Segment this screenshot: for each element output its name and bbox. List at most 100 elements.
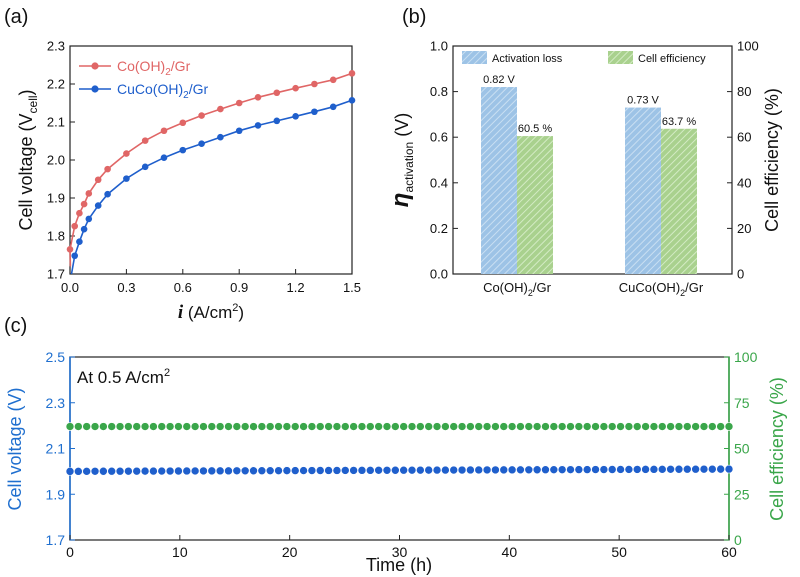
c-point-voltage [599, 465, 609, 474]
chart-b-legend: Activation loss Cell efficiency [462, 51, 706, 65]
c-point-voltage [307, 466, 317, 475]
a-point-s1 [94, 176, 102, 184]
chart-b-axes: 0.0 0.2 0.4 0.6 0.8 1.0 0 20 40 60 80 100 Co(OH)2/Gr… [430, 39, 759, 299]
c-point-efficiency [299, 422, 308, 431]
c-ytick-right-label: 25 [734, 486, 750, 502]
c-point-efficiency [115, 422, 125, 431]
c-point-voltage [657, 465, 667, 474]
c-point-voltage [224, 466, 233, 476]
c-ytick-left-label: 2.5 [46, 349, 66, 365]
c-point-efficiency [307, 422, 317, 431]
a-point-s2 [235, 127, 243, 135]
legend-a-series-1: Co(OH)2/Gr [117, 58, 191, 78]
b-bar-activation [625, 107, 661, 274]
c-point-voltage [474, 465, 484, 475]
c-point-voltage [574, 465, 584, 474]
c-point-voltage [149, 466, 158, 476]
a-ytick-label: 2.3 [47, 39, 65, 54]
a-point-s2 [80, 225, 88, 233]
c-point-efficiency [215, 422, 225, 431]
a-ytick-label: 1.9 [47, 191, 65, 206]
c-point-efficiency [282, 422, 292, 431]
c-xtick-label: 40 [502, 544, 518, 560]
b-ytick-left-label: 1.0 [430, 39, 448, 54]
chart-c-series [65, 422, 734, 476]
c-point-voltage [115, 466, 125, 476]
c-point-voltage [324, 466, 333, 475]
c-point-efficiency [482, 422, 492, 431]
c-point-voltage [290, 466, 300, 475]
c-point-voltage [199, 466, 208, 476]
c-point-efficiency [391, 422, 400, 431]
b-bar-value-label: 63.7 % [662, 116, 696, 128]
b-ytick-left-label: 0.2 [430, 221, 448, 236]
c-point-efficiency [82, 422, 91, 431]
b-bar-value-label: 60.5 % [518, 123, 552, 135]
c-point-voltage [232, 466, 242, 476]
c-point-voltage [691, 464, 700, 474]
a-point-s2 [104, 190, 111, 198]
chart-a-frame [69, 45, 353, 275]
a-point-s1 [160, 127, 168, 135]
c-point-voltage [416, 465, 425, 475]
a-point-s1 [273, 89, 281, 97]
b-category-label: CuCo(OH)2/Gr [619, 280, 704, 298]
c-point-voltage [641, 465, 650, 474]
legend-b-efficiency-label: Cell efficiency [638, 53, 706, 65]
c-point-efficiency [140, 422, 150, 431]
b-bar-efficiency [661, 128, 697, 274]
c-point-efficiency [549, 422, 559, 431]
c-point-efficiency [691, 422, 700, 431]
c-point-voltage [699, 464, 709, 474]
c-point-efficiency [232, 422, 242, 431]
c-point-voltage [257, 466, 267, 476]
c-xtick-label: 20 [282, 544, 298, 560]
c-point-voltage [182, 466, 192, 476]
c-point-efficiency [666, 422, 675, 431]
a-xtick-label: 0.6 [174, 280, 192, 295]
a-series-line-2 [70, 99, 353, 275]
a-point-s2 [273, 117, 281, 125]
a-xtick-label: 0.9 [230, 280, 248, 295]
c-xtick-label: 0 [66, 544, 74, 560]
c-ytick-right-label: 0 [734, 532, 742, 548]
chart-b-bars: 0.82 V 0.73 V 60.5 % 63.7 % [481, 74, 697, 274]
chart-c-frame [69, 356, 730, 541]
a-point-s2 [198, 140, 205, 147]
panel-label-a: (a) [4, 6, 28, 28]
c-point-voltage [332, 466, 342, 475]
a-point-s2 [179, 146, 187, 154]
a-xtick-label: 1.2 [287, 280, 305, 295]
c-point-voltage [240, 466, 250, 476]
c-point-voltage [724, 464, 734, 474]
c-point-efficiency [224, 422, 233, 431]
c-point-voltage [366, 466, 375, 475]
a-point-s2 [292, 113, 299, 120]
c-point-voltage [541, 465, 550, 475]
c-point-efficiency [265, 422, 275, 431]
chart-c-xlabel: Time (h) [366, 555, 432, 575]
c-point-efficiency [641, 422, 650, 431]
chart-a-ylabel: Cell voltage (Vcell) [16, 89, 40, 230]
c-point-efficiency [165, 422, 175, 431]
a-ytick-label: 2.0 [47, 153, 65, 168]
b-ytick-left-label: 0.0 [430, 267, 448, 282]
c-point-voltage [457, 465, 467, 475]
c-ytick-left-label: 1.7 [46, 532, 66, 548]
c-point-efficiency [124, 422, 133, 431]
c-point-efficiency [274, 422, 283, 431]
b-ytick-right-label: 80 [737, 84, 751, 99]
c-point-efficiency [457, 422, 467, 431]
a-xtick-label: 0.3 [117, 280, 135, 295]
c-ytick-right-label: 50 [734, 441, 750, 457]
a-xtick-label: 0.0 [61, 280, 79, 295]
c-point-voltage [349, 466, 358, 475]
legend-b-activation-swatch [462, 51, 487, 64]
c-point-efficiency [207, 422, 217, 431]
c-point-efficiency [366, 422, 375, 431]
c-point-efficiency [424, 422, 433, 431]
c-point-voltage [466, 465, 475, 475]
c-point-voltage [215, 466, 225, 476]
c-point-efficiency [441, 422, 450, 431]
